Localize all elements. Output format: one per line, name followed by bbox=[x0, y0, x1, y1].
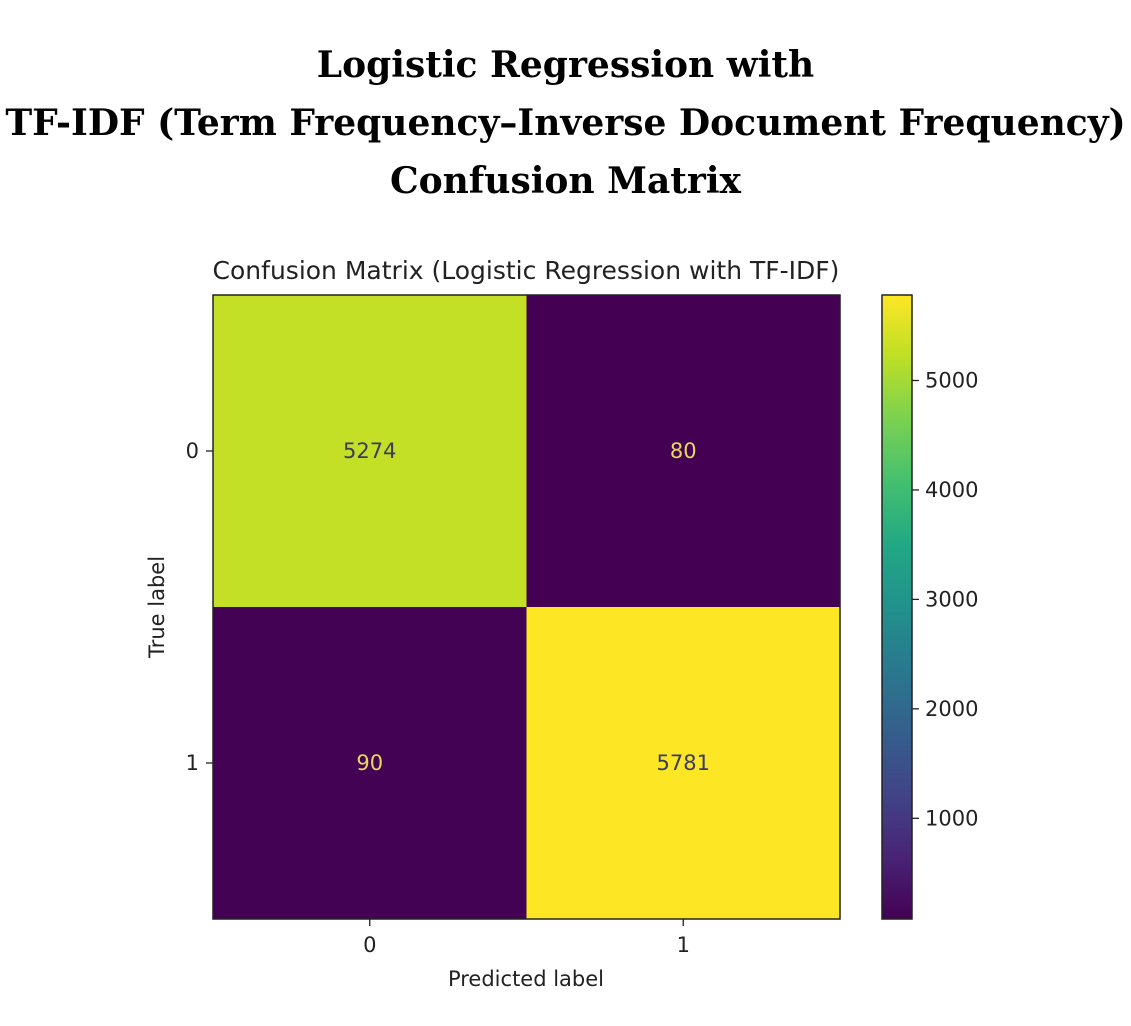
cell-value-label: 5781 bbox=[657, 751, 710, 775]
cell-value-label: 5274 bbox=[343, 439, 396, 463]
cell-value-label: 80 bbox=[670, 439, 697, 463]
colorbar-tick-label: 3000 bbox=[925, 587, 978, 611]
heatmap-cells: 5274 80 90 5781 bbox=[213, 295, 840, 919]
page-title-line: Confusion Matrix bbox=[389, 160, 742, 202]
colorbar-axis: 1000 2000 3000 4000 5000 bbox=[912, 368, 978, 830]
y-axis: 01 bbox=[186, 439, 213, 775]
heatmap-cell bbox=[213, 607, 527, 919]
y-tick-label: 0 bbox=[186, 439, 199, 463]
x-tick-label: 0 bbox=[363, 933, 376, 957]
colorbar-tick-label: 2000 bbox=[925, 697, 978, 721]
chart-title: Confusion Matrix (Logistic Regression wi… bbox=[213, 256, 840, 285]
x-axis-label: Predicted label bbox=[448, 967, 604, 991]
cell-value-label: 90 bbox=[356, 751, 383, 775]
colorbar-tick-label: 4000 bbox=[925, 478, 978, 502]
page-title: Logistic Regression with TF-IDF (Term Fr… bbox=[0, 36, 1131, 210]
heatmap-cell bbox=[213, 295, 527, 607]
colorbar bbox=[881, 294, 913, 920]
page-title-line: Logistic Regression with bbox=[316, 44, 815, 86]
x-tick-label: 1 bbox=[677, 933, 690, 957]
y-axis-label: True label bbox=[145, 556, 169, 659]
heatmap-cell bbox=[526, 607, 840, 919]
page-title-line: TF-IDF (Term Frequency–Inverse Document … bbox=[5, 102, 1126, 144]
colorbar-tick-label: 1000 bbox=[925, 806, 978, 830]
colorbar-tick-label: 5000 bbox=[925, 368, 978, 392]
plot-frame bbox=[212, 294, 841, 920]
y-tick-label: 1 bbox=[186, 751, 199, 775]
heatmap-cell bbox=[526, 295, 840, 607]
